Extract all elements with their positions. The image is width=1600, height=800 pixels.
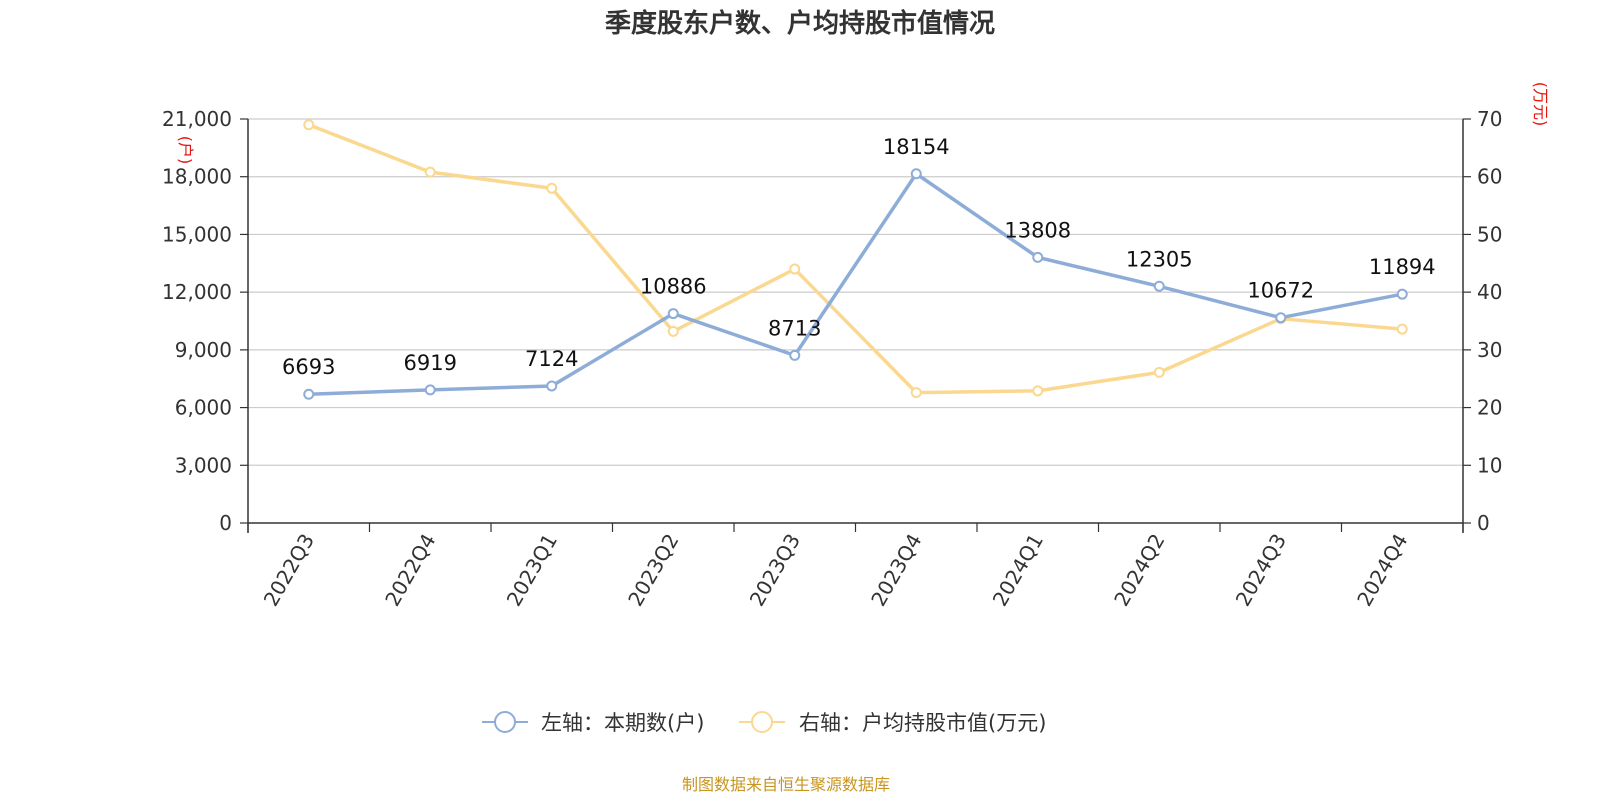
data-label: 6919: [404, 351, 457, 375]
legend[interactable]: 左轴：本期数(户) 右轴：户均持股市值(万元): [482, 711, 1046, 735]
x-tick-label: 2024Q4: [1352, 530, 1412, 611]
right-tick-label: 70: [1477, 107, 1502, 131]
data-point-right: [667, 325, 679, 337]
data-point-left: [303, 388, 315, 400]
data-point-right: [424, 166, 436, 178]
left-tick-label: 0: [219, 511, 232, 535]
right-axis-unit: (万元): [1531, 82, 1550, 127]
left-tick-label: 12,000: [162, 280, 232, 304]
data-label: 10672: [1247, 279, 1314, 303]
left-tick-label: 15,000: [162, 222, 232, 246]
chart-title: 季度股东户数、户均持股市值情况: [605, 8, 995, 39]
data-label: 7124: [525, 347, 578, 371]
right-tick-label: 20: [1477, 396, 1502, 420]
left-tick-label: 3,000: [175, 453, 232, 477]
x-tick-label: 2023Q3: [745, 530, 805, 611]
right-tick-label: 50: [1477, 222, 1502, 246]
data-point-left: [1153, 280, 1165, 292]
data-point-left: [1396, 288, 1408, 300]
data-point-left: [424, 384, 436, 396]
series-line-left: [308, 172, 1403, 396]
data-point-left: [1275, 312, 1287, 324]
data-point-left: [789, 349, 801, 361]
x-tick-label: 2024Q3: [1231, 530, 1291, 611]
data-point-right: [303, 119, 315, 131]
left-tick-label: 9,000: [175, 338, 232, 362]
x-tick-label: 2024Q2: [1109, 530, 1169, 611]
right-tick-label: 60: [1477, 165, 1502, 189]
right-tick-label: 40: [1477, 280, 1502, 304]
data-label: 8713: [768, 316, 821, 340]
legend-marker: [751, 711, 773, 733]
legend-label: 右轴：户均持股市值(万元): [799, 711, 1046, 735]
data-point-left: [1032, 251, 1044, 263]
data-label: 13808: [1004, 218, 1071, 242]
grid-lines: [248, 118, 1463, 466]
data-point-right: [1032, 385, 1044, 397]
left-tick-label: 18,000: [162, 165, 232, 189]
legend-marker: [494, 711, 516, 733]
data-labels: 6693 6919 7124 10886 8713 18154 13808 12305 1067…: [282, 135, 1436, 379]
source-note: 制图数据来自恒生聚源数据库: [682, 775, 890, 794]
x-tick-label: 2022Q3: [259, 530, 319, 611]
x-tick-label: 2023Q2: [623, 530, 683, 611]
right-tick-label: 0: [1477, 511, 1490, 535]
x-tick-label: 2024Q1: [988, 530, 1048, 611]
x-tick-label: 2022Q4: [380, 530, 440, 611]
right-tick-label: 30: [1477, 338, 1502, 362]
data-label: 12305: [1126, 247, 1193, 271]
x-tick-label: 2023Q1: [502, 530, 562, 611]
data-label: 11894: [1369, 255, 1436, 279]
data-point-left: [667, 308, 679, 320]
series-layer: [303, 119, 1408, 400]
legend-item-right[interactable]: 右轴：户均持股市值(万元): [739, 711, 1046, 735]
data-label: 18154: [883, 135, 950, 159]
left-tick-label: 21,000: [162, 107, 232, 131]
left-tick-label: 6,000: [175, 396, 232, 420]
data-point-right: [910, 387, 922, 399]
data-point-right: [546, 182, 558, 194]
series-line-right: [308, 123, 1403, 395]
data-label: 10886: [640, 275, 707, 299]
data-point-left: [910, 168, 922, 180]
data-point-right: [1153, 366, 1165, 378]
left-axis-unit: (户): [176, 136, 195, 165]
legend-item-left[interactable]: 左轴：本期数(户): [482, 711, 704, 735]
right-tick-label: 10: [1477, 453, 1502, 477]
x-tick-label: 2023Q4: [866, 530, 926, 611]
data-point-right: [789, 263, 801, 275]
data-point-right: [1396, 323, 1408, 335]
legend-label: 左轴：本期数(户): [541, 711, 704, 735]
data-point-left: [546, 380, 558, 392]
data-label: 6693: [282, 355, 335, 379]
axes: 0 3,000 6,000 9,000 12,000 15,000 18,000 21,000…: [162, 107, 1502, 610]
